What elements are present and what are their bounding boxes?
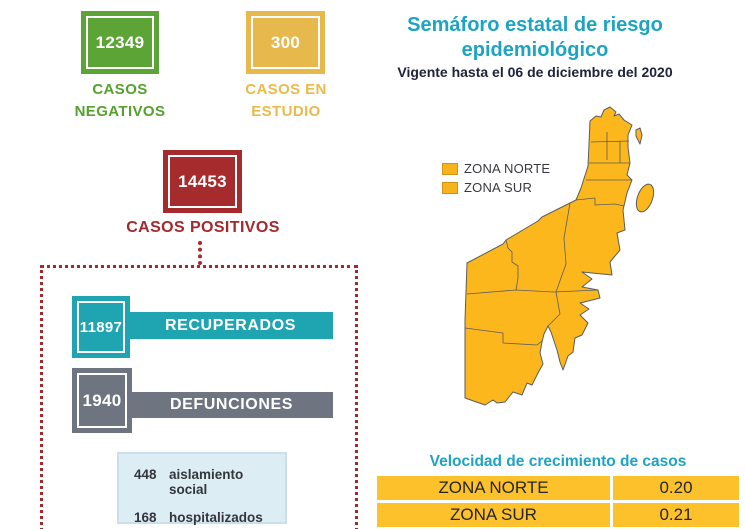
- casos-en-estudio-box: 300: [246, 11, 325, 74]
- zona-norte-swatch: [442, 162, 458, 175]
- casos-en-estudio-value: 300: [270, 32, 301, 52]
- hospitalizados-row: 168 hospitalizados: [134, 510, 285, 525]
- municipal-borders: [464, 132, 632, 346]
- hospitalizados-value: 168: [134, 510, 157, 525]
- aislamiento-label: aislamiento social: [168, 467, 244, 497]
- defunciones-box: 1940: [72, 368, 132, 433]
- recuperados-bar: RECUPERADOS: [128, 312, 333, 339]
- aislamiento-row: 448 aislamiento social: [134, 467, 285, 497]
- zona-sur-swatch: [442, 181, 458, 194]
- dotted-connector: [198, 241, 202, 265]
- casos-negativos-box: 12349: [81, 11, 159, 74]
- growth-table: ZONA NORTE 0.20 ZONA SUR 0.21: [377, 476, 739, 527]
- zona-sur-label: ZONA SUR: [464, 180, 533, 195]
- casos-en-estudio-label: CASOS EN ESTUDIO: [245, 81, 327, 120]
- growth-row-norte: ZONA NORTE 0.20: [377, 476, 739, 500]
- isla-mujeres: [635, 127, 643, 145]
- growth-value-sur: 0.21: [613, 503, 739, 527]
- semaforo-title: Semáforo estatal de riesgo epidemiológic…: [407, 14, 663, 61]
- isla-cozumel: [635, 183, 655, 213]
- defunciones-bar: DEFUNCIONES: [130, 392, 333, 418]
- casos-positivos-value: 14453: [178, 171, 227, 191]
- detail-box: 448 aislamiento social 168 hospitalizado…: [117, 452, 287, 525]
- defunciones-value: 1940: [82, 390, 122, 410]
- recuperados-value: 11897: [79, 318, 123, 336]
- semaforo-subtitle: Vigente hasta el 06 de diciembre del 202…: [397, 64, 673, 80]
- casos-negativos-value: 12349: [95, 32, 145, 52]
- casos-positivos-label: CASOS POSITIVOS: [126, 219, 280, 236]
- legend-zona-sur: ZONA SUR: [442, 180, 550, 195]
- growth-zone-norte: ZONA NORTE: [377, 476, 610, 500]
- growth-title: Velocidad de crecimiento de casos: [429, 453, 687, 470]
- state-outline: [464, 106, 633, 406]
- growth-zone-sur: ZONA SUR: [377, 503, 610, 527]
- map-legend: ZONA NORTE ZONA SUR: [442, 161, 550, 199]
- growth-value-norte: 0.20: [613, 476, 739, 500]
- casos-positivos-box: 14453: [163, 150, 242, 213]
- quintana-roo-map: [464, 106, 655, 406]
- casos-negativos-label: CASOS NEGATIVOS: [74, 81, 166, 120]
- zona-norte-label: ZONA NORTE: [464, 161, 551, 176]
- growth-row-sur: ZONA SUR 0.21: [377, 503, 739, 527]
- positivos-breakdown-frame: [40, 265, 358, 529]
- legend-zona-norte: ZONA NORTE: [442, 161, 550, 176]
- hospitalizados-label: hospitalizados: [169, 510, 263, 525]
- recuperados-box: 11897: [72, 296, 130, 358]
- aislamiento-value: 448: [134, 467, 157, 482]
